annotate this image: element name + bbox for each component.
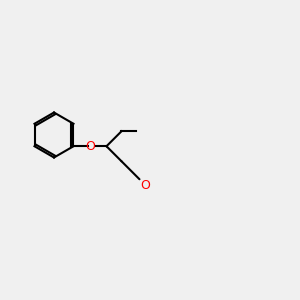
Text: O: O <box>140 179 150 192</box>
Text: O: O <box>85 140 95 153</box>
